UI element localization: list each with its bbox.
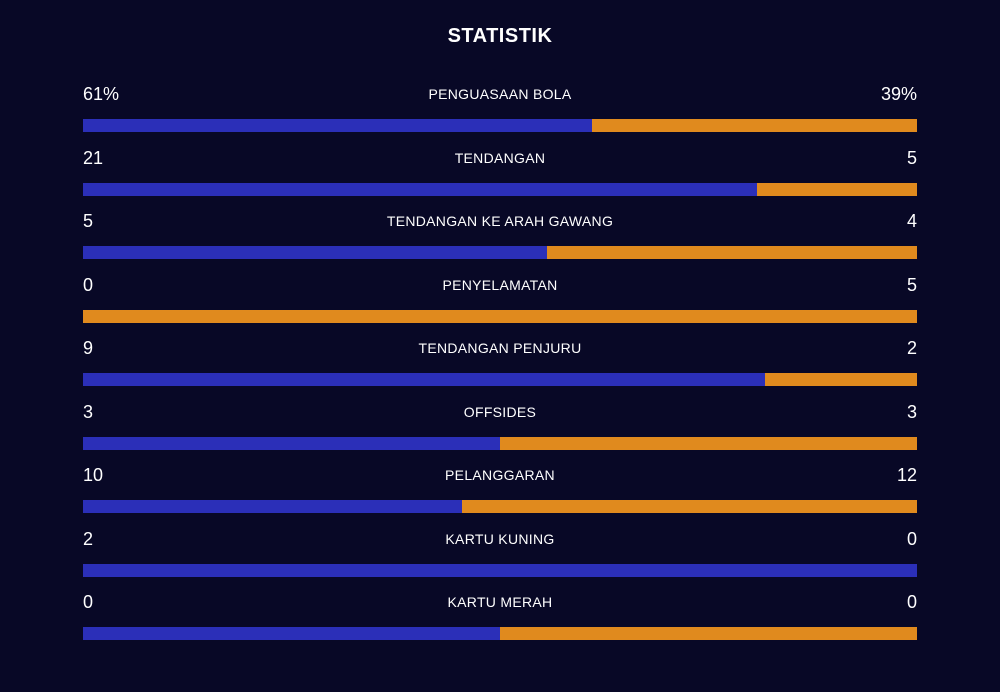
away-value: 0 — [906, 528, 917, 549]
away-bar-segment — [500, 627, 917, 640]
stat-label: TENDANGAN PENJURU — [418, 340, 582, 356]
away-value: 3 — [906, 401, 917, 422]
comparison-bar — [83, 500, 917, 513]
home-value: 3 — [83, 401, 94, 422]
away-value: 0 — [906, 592, 917, 612]
comparison-bar — [83, 182, 917, 196]
home-bar-segment — [83, 563, 917, 577]
away-bar-segment — [546, 246, 917, 259]
stat-label: KARTU KUNING — [445, 530, 555, 547]
home-value: 21 — [83, 147, 104, 168]
home-value: 0 — [83, 274, 94, 295]
home-bar-segment — [83, 246, 547, 259]
home-value: 0 — [83, 592, 94, 612]
stat-list: 61% PENGUASAAN BOLA 39% 21 TENDANGAN 5 — [83, 80, 917, 652]
stat-row-fouls: 10 PELANGGARAN 12 — [83, 461, 917, 525]
home-bar-segment — [83, 436, 500, 450]
comparison-bar — [83, 119, 917, 132]
home-value: 61% — [83, 84, 120, 104]
away-bar-segment — [462, 500, 917, 513]
home-value: 2 — [83, 528, 94, 549]
away-bar-segment — [83, 309, 917, 323]
stat-row-saves: 0 PENYELAMATAN 5 — [83, 271, 917, 335]
comparison-bar — [83, 246, 917, 259]
stat-label: KARTU MERAH — [447, 594, 553, 610]
panel-title: STATISTIK — [447, 25, 553, 47]
away-value: 5 — [906, 147, 917, 168]
stat-label: TENDANGAN KE ARAH GAWANG — [386, 213, 614, 229]
away-value: 2 — [906, 338, 917, 358]
away-bar-segment — [591, 119, 917, 132]
away-bar-segment — [765, 373, 917, 386]
stat-row-shots-on-target: 5 TENDANGAN KE ARAH GAWANG 4 — [83, 207, 917, 271]
comparison-bar — [83, 309, 917, 323]
stat-row-shots: 21 TENDANGAN 5 — [83, 144, 917, 208]
away-value: 4 — [906, 211, 917, 231]
away-bar-segment — [756, 182, 917, 196]
stat-label: OFFSIDES — [463, 403, 537, 420]
stat-label: PELANGGARAN — [445, 467, 555, 483]
home-bar-segment — [83, 373, 766, 386]
stat-row-yellow-cards: 2 KARTU KUNING 0 — [83, 525, 917, 589]
away-value: 39% — [880, 84, 917, 104]
comparison-bar — [83, 436, 917, 450]
away-value: 12 — [896, 465, 917, 485]
home-bar-segment — [83, 182, 757, 196]
home-bar-segment — [83, 627, 500, 640]
stat-row-possession: 61% PENGUASAAN BOLA 39% — [83, 80, 917, 144]
comparison-bar — [83, 373, 917, 386]
stat-row-red-cards: 0 KARTU MERAH 0 — [83, 588, 917, 652]
stat-label: TENDANGAN — [454, 149, 546, 166]
home-value: 5 — [83, 211, 94, 231]
comparison-bar — [83, 563, 917, 577]
stat-label: PENGUASAAN BOLA — [428, 86, 572, 102]
stat-label: PENYELAMATAN — [442, 276, 558, 293]
away-bar-segment — [500, 436, 917, 450]
home-bar-segment — [83, 119, 592, 132]
away-value: 5 — [906, 274, 917, 295]
home-value: 10 — [83, 465, 104, 485]
home-bar-segment — [83, 500, 463, 513]
stat-row-offsides: 3 OFFSIDES 3 — [83, 398, 917, 462]
stat-row-corners: 9 TENDANGAN PENJURU 2 — [83, 334, 917, 398]
home-value: 9 — [83, 338, 94, 358]
comparison-bar — [83, 627, 917, 640]
